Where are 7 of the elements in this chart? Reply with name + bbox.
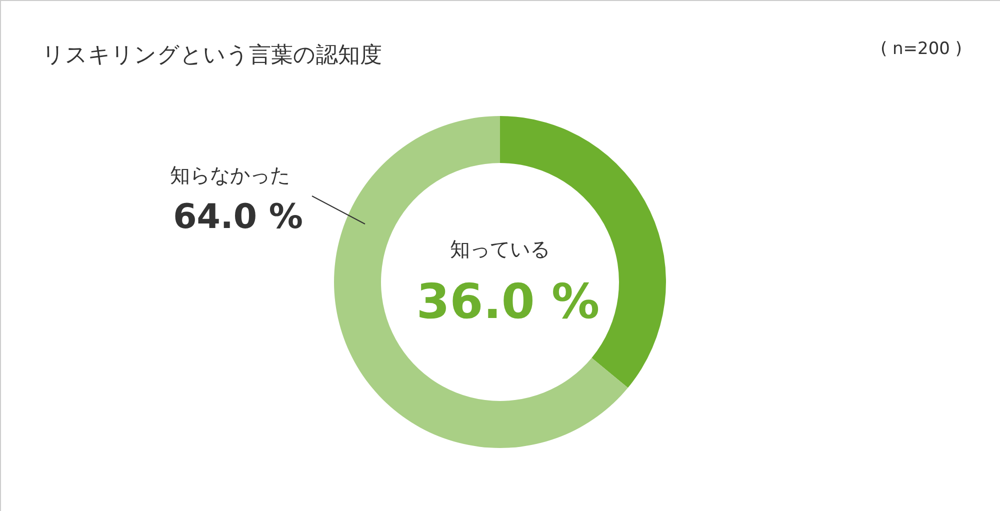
data-label: 64.0 % [173,197,303,237]
data-label: 36.0 % [416,274,600,330]
slice-label: 知らなかった [170,163,290,187]
slice-label: 知っている [450,237,550,261]
chart-title: リスキリングという言葉の認知度 [42,43,382,68]
donut-slice [334,116,628,448]
text: ( n=200 ) [880,39,962,59]
